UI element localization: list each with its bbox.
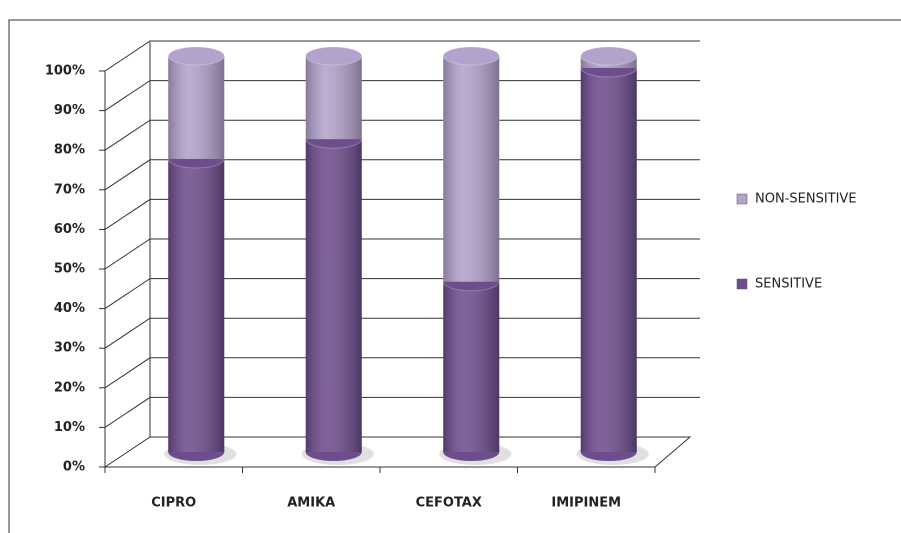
y-tick-label: 50%	[54, 262, 85, 277]
y-tick-label: 30%	[54, 341, 85, 356]
bar-shading	[305, 56, 362, 140]
y-tick-label: 0%	[63, 460, 85, 475]
y-tick-label: 20%	[54, 380, 85, 395]
bar-shading	[305, 139, 362, 452]
legend-swatch	[736, 278, 748, 290]
grid-line	[104, 238, 700, 270]
bar-shading	[443, 281, 500, 452]
grid-line	[104, 198, 700, 230]
bar-top	[580, 46, 638, 66]
y-tick-label: 100%	[45, 64, 85, 79]
x-tick-label: IMIPINEM	[551, 496, 621, 511]
x-tick-label: CIPRO	[151, 496, 196, 511]
bar-top	[167, 46, 225, 66]
bar-shading	[168, 158, 225, 452]
grid-line	[104, 119, 700, 151]
grid-line	[104, 159, 700, 191]
y-tick-label: 60%	[54, 222, 85, 237]
bar-top	[305, 46, 363, 66]
legend-label: SENSITIVE	[755, 277, 822, 292]
grid-line	[104, 278, 700, 310]
y-tick-label: 80%	[54, 143, 85, 158]
legend-swatch	[736, 193, 748, 205]
chart-border	[8, 19, 901, 533]
bar-shading	[580, 67, 637, 452]
y-tick-label: 90%	[54, 103, 85, 118]
bar-shading	[443, 56, 500, 282]
grid-line	[104, 357, 700, 389]
grid-line	[104, 317, 700, 349]
x-tick-label: AMIKA	[287, 496, 335, 511]
y-tick-label: 10%	[54, 420, 85, 435]
grid-line	[104, 80, 700, 112]
bar-shading	[168, 56, 225, 159]
y-tick-label: 70%	[54, 182, 85, 197]
y-tick-label: 40%	[54, 301, 85, 316]
grid-line	[104, 40, 700, 72]
grid-line	[104, 396, 700, 428]
x-tick-label: CEFOTAX	[416, 496, 482, 511]
legend-label: NON-SENSITIVE	[755, 192, 857, 207]
floor	[103, 436, 692, 468]
bar-top	[442, 46, 500, 66]
